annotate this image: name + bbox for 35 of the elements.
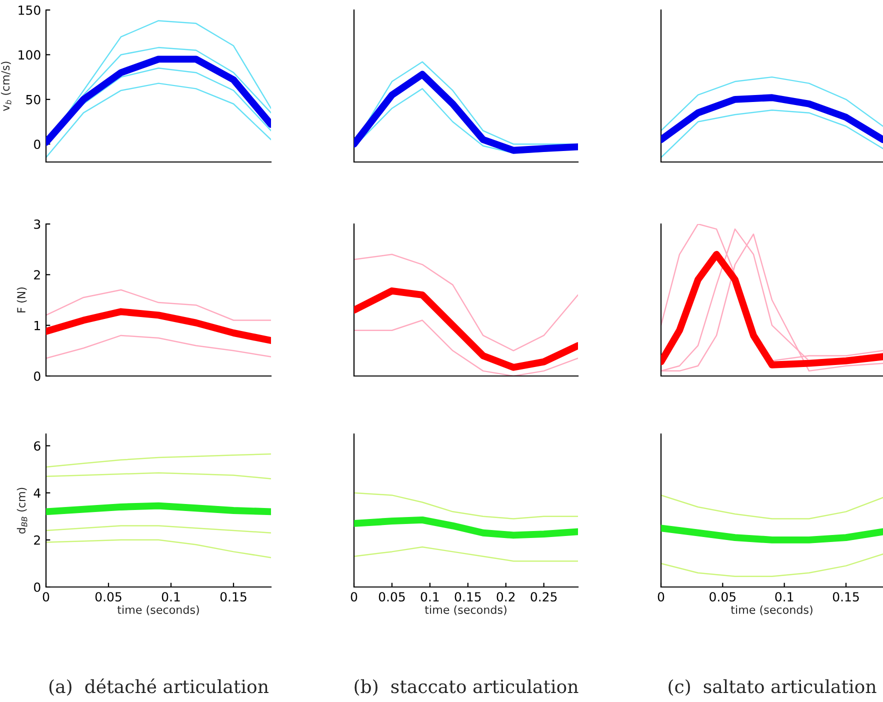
x-tick-label: 0.1	[420, 592, 439, 602]
x-axis-title: time (seconds)	[424, 605, 506, 616]
y-tick-label: 2	[34, 535, 40, 545]
x-tick-label: 0.05	[710, 592, 736, 602]
x-axis-title: time (seconds)	[117, 605, 199, 616]
text: (c) saltato articulation	[668, 679, 876, 696]
y-tick-label: 1	[34, 320, 40, 330]
x-tick-label: 0.25	[530, 592, 557, 602]
y-tick-label: 50	[26, 94, 40, 104]
x-tick-label: 0	[658, 592, 664, 602]
text: (b) staccato articulation	[354, 679, 578, 696]
y-tick-label: 0	[34, 140, 40, 150]
y-tick-label: 150	[18, 5, 40, 15]
text: (a) détaché articulation	[49, 678, 268, 696]
y-tick-label: 0	[34, 582, 40, 592]
x-tick-label: 0.2	[496, 592, 515, 602]
x-axis-title: time (seconds)	[730, 605, 812, 616]
y-tick-label: 6	[34, 441, 40, 451]
x-tick-label: 0.05	[95, 592, 122, 602]
y-tick-label: 2	[34, 270, 40, 280]
y-tick-label: 4	[34, 488, 40, 498]
y-tick-label: 0	[34, 371, 40, 381]
x-tick-label: 0.15	[454, 592, 481, 602]
y-axis-title: F (N)	[16, 288, 27, 312]
y-axis-title: v$_{b}$ (cm/s)	[0, 62, 12, 111]
y-axis-title: d$_{BB}$ (cm)	[16, 488, 28, 534]
x-tick-label: 0.1	[775, 592, 794, 602]
y-tick-label: 3	[34, 219, 40, 229]
x-tick-label: 0.05	[378, 592, 405, 602]
x-tick-label: 0	[42, 592, 50, 602]
y-tick-label: 100	[18, 50, 40, 60]
x-tick-label: 0.1	[162, 592, 180, 602]
x-tick-label: 0.15	[220, 592, 246, 602]
x-tick-label: 0.15	[832, 592, 859, 602]
x-tick-label: 0	[350, 592, 358, 602]
